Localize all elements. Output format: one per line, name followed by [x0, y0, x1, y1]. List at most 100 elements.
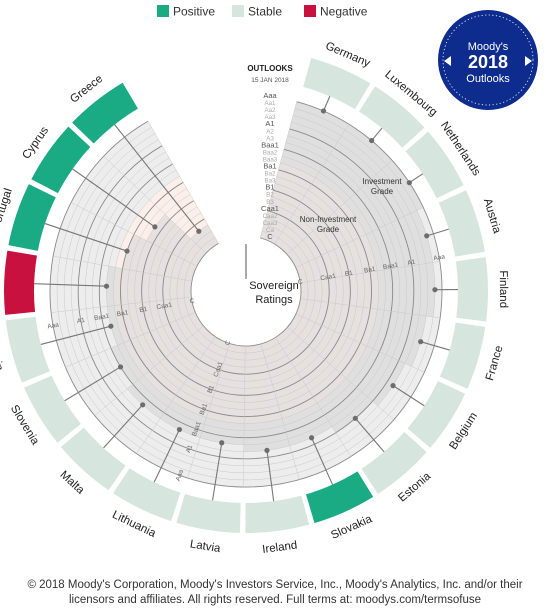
scale-label-a2: A2 [266, 128, 274, 135]
rating-tick-italy [34, 283, 107, 287]
grid-ring-caa2 [169, 217, 323, 368]
rating-tick-portugal [44, 223, 128, 252]
legend-swatch [232, 5, 244, 17]
rating-tick-ireland [266, 450, 275, 502]
legend-swatch [157, 5, 169, 17]
rating-dot-netherlands [406, 180, 412, 186]
rating-tick-france [420, 341, 450, 351]
badge-right-arrow-icon [525, 56, 532, 66]
scale-label-ba1: Ba1 [263, 162, 276, 171]
scale-label-baa3: Baa3 [263, 156, 278, 163]
grid-ring-b1 [141, 189, 351, 396]
grid-ring-a3 [92, 142, 400, 445]
center-label-line1: Sovereign [249, 280, 299, 292]
badge-caption: Outlooks [466, 73, 510, 85]
rating-wedge-latvia [200, 343, 246, 445]
ring-label-b1: B1 [139, 306, 148, 314]
badge-year: 2018 [468, 52, 508, 72]
ring-label-baa1: Baa1 [191, 420, 203, 437]
country-label-malta: Malta [57, 469, 86, 497]
copyright-line-1: © 2018 Moody's Corporation, Moody's Inve… [27, 579, 523, 591]
ring-label-ba1: Ba1 [199, 402, 210, 416]
outlook-segment-ireland [245, 495, 310, 533]
grid-spoke [259, 101, 297, 238]
rating-wedge-france [296, 298, 427, 367]
rating-dot-slovenia [117, 364, 124, 370]
grid-ring-caa1 [162, 210, 330, 375]
legend-label: Positive [173, 5, 215, 19]
outlook-segment-italy [4, 250, 37, 315]
rating-dot-latvia [219, 440, 225, 446]
rating-marks [34, 96, 458, 502]
ring-label-baa1: Baa1 [94, 313, 111, 323]
outlook-segment-portugal [8, 184, 56, 251]
scale-label-aa1: Aa1 [264, 100, 276, 107]
rating-tick-slovenia [64, 366, 121, 402]
country-label-portugal: Portugal [0, 187, 15, 231]
country-label-austria: Austria [481, 197, 503, 235]
non-investment-grade-label-line2: Grade [317, 225, 340, 234]
legend-label: Stable [248, 5, 282, 19]
outlook-segment-slovakia [305, 471, 374, 524]
grid-spoke [274, 123, 349, 245]
rating-wedge-finland [300, 262, 435, 317]
grid-spoke [275, 337, 352, 457]
scale-label-b2: B2 [266, 192, 274, 199]
legend-label: Negative [320, 5, 368, 19]
rating-grid [49, 101, 443, 488]
outlook-segment-lithuania [113, 468, 181, 522]
rating-dot-slovakia [308, 435, 315, 441]
rating-dot-greece [196, 228, 202, 234]
grid-ring-ba3 [134, 183, 358, 403]
scale-labels: AaaAa1Aa2Aa3A1A2A3Baa1Baa2Baa3Ba1Ba2Ba3B… [47, 64, 446, 482]
scale-label-b3: B3 [266, 199, 274, 206]
scale-label-a1: A1 [265, 119, 274, 128]
outlook-segment-greece [72, 82, 138, 144]
rating-wedge-malta [127, 325, 216, 419]
rating-dot-luxembourg [369, 137, 375, 144]
rating-tick-spain [40, 325, 112, 345]
rating-wedge-belgium [287, 313, 406, 406]
ring-label-a1: A1 [185, 444, 194, 454]
outlook-segment-spain [5, 316, 50, 383]
outlook-segment-estonia [361, 432, 427, 494]
badge-circle [438, 10, 538, 110]
scale-label-aaa: Aaa [263, 91, 277, 100]
rating-tick-netherlands [409, 173, 423, 184]
grid-spoke [295, 313, 425, 373]
scale-label-ca: Ca [266, 227, 274, 234]
country-label-lithuania: Lithuania [110, 509, 158, 540]
outlook-segment-luxembourg [359, 86, 425, 148]
rating-tick-malta [103, 404, 144, 449]
outlook-segment-slovenia [24, 375, 81, 443]
ring-label-b1: B1 [344, 270, 353, 278]
country-label-ireland: Ireland [262, 540, 298, 556]
legend-item-negative: Negative [304, 5, 368, 19]
ring-label-c: C [297, 279, 303, 287]
outlook-segment-germany [303, 57, 371, 110]
rating-dot-spain [108, 323, 114, 329]
outlooks-date: 15 JAN 2018 [251, 77, 289, 84]
scale-label-baa2: Baa2 [263, 149, 278, 156]
rating-dot-lithuania [176, 426, 183, 433]
scale-label-aa2: Aa2 [264, 107, 276, 114]
rating-dot-germany [320, 108, 327, 114]
outlook-segment-latvia [176, 494, 241, 533]
ring-label-baa1: Baa1 [383, 262, 400, 272]
rating-dot-malta [140, 402, 146, 408]
rating-dot-belgium [390, 383, 396, 389]
scale-label-baa1: Baa1 [261, 140, 279, 149]
outlook-ring [4, 57, 488, 533]
ring-label-aaa: Aaa [47, 322, 60, 331]
rating-dot-italy [103, 283, 110, 289]
grid-ring-b2 [148, 196, 344, 389]
ring-label-caa1: Caa1 [156, 302, 173, 312]
outlook-segment-netherlands [405, 131, 464, 199]
rating-tick-austria [426, 228, 449, 237]
legend: Positive Stable Negative [157, 5, 368, 19]
rating-dot-finland [432, 287, 438, 293]
grid-spoke [243, 345, 246, 487]
chart-center: Sovereign Ratings [194, 239, 299, 343]
outlooks-header: OUTLOOKS [247, 64, 293, 73]
